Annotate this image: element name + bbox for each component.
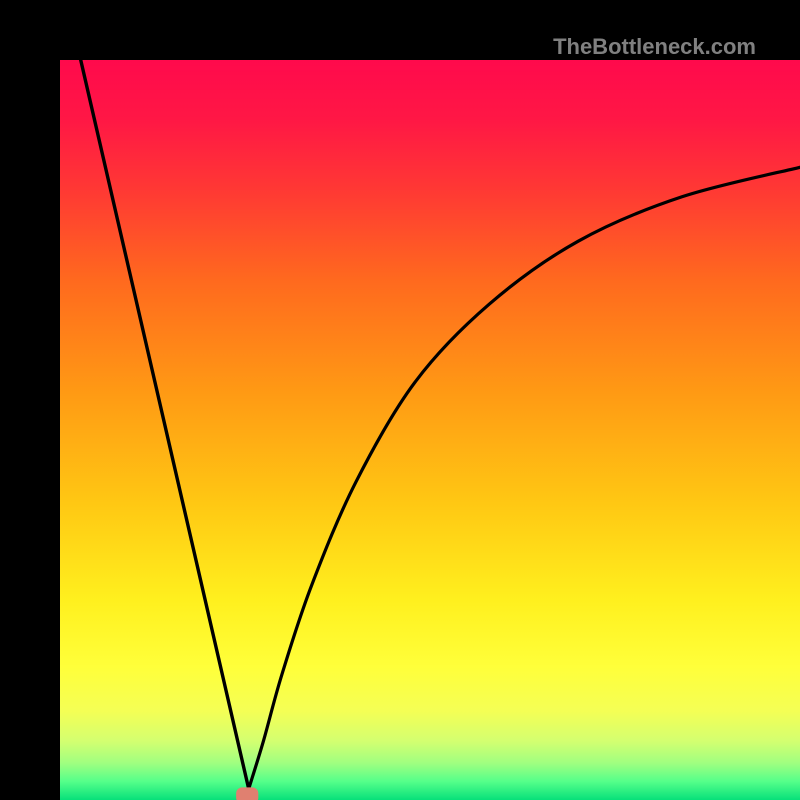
plot-area bbox=[60, 60, 800, 800]
bottleneck-curve bbox=[60, 60, 800, 800]
min-marker bbox=[236, 787, 258, 800]
watermark-text: TheBottleneck.com bbox=[553, 34, 756, 60]
chart-frame: TheBottleneck.com bbox=[0, 0, 800, 800]
